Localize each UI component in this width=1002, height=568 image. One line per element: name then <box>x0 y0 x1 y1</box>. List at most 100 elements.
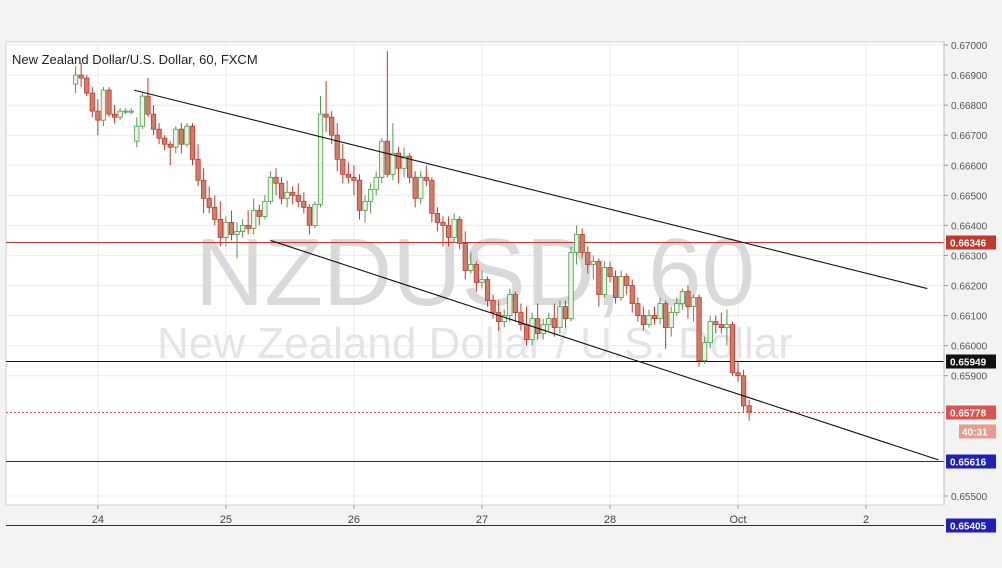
candle-body <box>718 324 724 329</box>
candle-body <box>95 110 101 121</box>
candle-body <box>562 306 569 319</box>
candle-body <box>156 128 162 139</box>
x-tick-label: 24 <box>92 514 104 526</box>
candle-body <box>212 206 218 220</box>
candle-body <box>573 234 580 253</box>
candle-body <box>195 158 201 181</box>
candle-body <box>490 300 496 313</box>
candle-body <box>206 197 212 208</box>
candle-body <box>440 221 446 226</box>
candle-body <box>568 252 574 319</box>
candle-body <box>590 261 596 265</box>
candle-body <box>434 212 441 223</box>
y-tick-label: 0.66700 <box>951 131 988 142</box>
support-3-tag-label: 0.65405 <box>950 522 987 533</box>
candle-body <box>496 312 502 323</box>
candle-body <box>551 318 557 329</box>
countdown-tag <box>959 424 996 439</box>
support-1-tag-label: 0.65949 <box>950 358 987 369</box>
price-tags: 0.66346 0.65949 0.65616 0.65405 0.65778 40:31 <box>946 235 996 533</box>
countdown-label: 40:31 <box>962 428 988 439</box>
y-tick-label: 0.66800 <box>951 101 988 112</box>
y-tick-label: 0.66100 <box>951 312 988 323</box>
candle-body <box>657 303 663 319</box>
candle-body <box>702 342 708 362</box>
candle-body <box>679 291 685 304</box>
candle-body <box>607 267 613 277</box>
candle-body <box>457 218 463 244</box>
support-1-tag <box>946 354 996 369</box>
candle-body <box>312 203 318 226</box>
candle-body <box>117 110 123 118</box>
candle-body <box>406 155 413 178</box>
candle-body <box>111 113 118 118</box>
candle-body <box>273 176 279 184</box>
candle-body <box>267 176 274 202</box>
candle-body <box>713 321 719 326</box>
watermark-name: New Zealand Dollar / U.S. Dollar <box>157 319 793 368</box>
candle-body <box>334 134 340 160</box>
candle-body <box>507 294 513 316</box>
candle-body <box>72 74 79 85</box>
x-tick-label: 27 <box>476 514 488 526</box>
x-tick-label: 25 <box>220 514 232 526</box>
support-2-tag-label: 0.65616 <box>950 458 987 469</box>
candle-body <box>429 179 435 214</box>
candle-body <box>579 234 585 253</box>
candle-body <box>251 209 257 229</box>
candle-body <box>451 218 457 238</box>
y-tick-label: 0.65900 <box>951 372 988 383</box>
candle-body <box>518 312 524 326</box>
candle-body <box>529 318 535 341</box>
candle-body <box>612 276 619 298</box>
candle-body <box>585 252 591 265</box>
support-2-tag <box>946 454 996 469</box>
candle-body <box>345 173 351 178</box>
candle-body <box>128 110 134 113</box>
candle-body <box>390 152 396 175</box>
candle-body <box>624 276 630 286</box>
candle-body <box>685 291 691 307</box>
candle-body <box>278 182 285 199</box>
candle-body <box>78 74 84 79</box>
resistance-tag-label: 0.66346 <box>950 239 987 250</box>
candle-body <box>557 306 563 329</box>
candle-body <box>395 152 402 169</box>
candle-body <box>512 294 518 313</box>
x-tick-label: 26 <box>348 514 360 526</box>
y-tick-label: 0.66500 <box>951 191 988 202</box>
candle-body <box>535 318 541 335</box>
x-tick-label: 2 <box>863 514 869 526</box>
resistance-tag <box>946 235 996 250</box>
price-levels <box>6 242 944 526</box>
candle-body <box>139 95 145 127</box>
candle-body <box>301 200 307 208</box>
candle-body <box>262 200 268 217</box>
candle-body <box>651 315 658 319</box>
candle-body <box>239 224 246 232</box>
y-tick-label: 0.66000 <box>951 342 988 353</box>
candle-body <box>523 324 530 341</box>
chart-title: New Zealand Dollar/U.S. Dollar, 60, FXCM <box>12 52 258 67</box>
price-axis: 0.67000 0.66900 0.66800 0.66700 0.66600 0.665… <box>944 41 988 503</box>
y-tick-label: 0.66300 <box>951 251 988 262</box>
candle-body <box>462 243 468 271</box>
candle-body <box>100 89 107 121</box>
support-3-tag <box>946 518 996 533</box>
candle-body <box>167 143 173 148</box>
candle-body <box>340 158 346 175</box>
candle-body <box>145 95 151 115</box>
candle-body <box>234 231 240 235</box>
candle-body <box>418 176 424 199</box>
candle-body <box>368 188 374 202</box>
candle-body <box>690 297 697 307</box>
candle-body <box>317 113 324 205</box>
candle-body <box>412 176 418 199</box>
candle-body <box>423 176 429 181</box>
candle-body <box>479 279 485 283</box>
candle-body <box>668 312 674 329</box>
candle-body <box>596 261 602 295</box>
candle-body <box>178 128 184 145</box>
candle-body <box>618 276 624 298</box>
